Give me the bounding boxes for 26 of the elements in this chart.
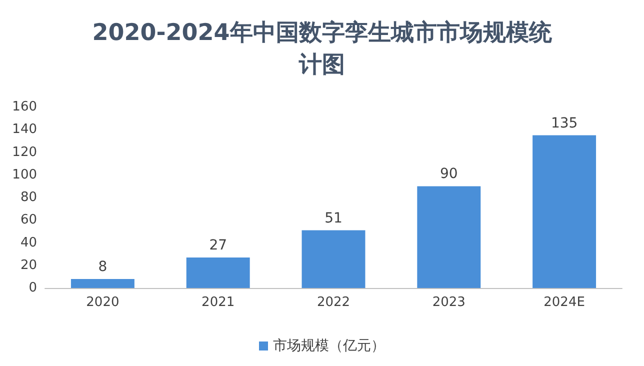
data-label: 135 — [550, 115, 578, 132]
x-tick-label: 2021 — [202, 295, 235, 310]
x-tick-label: 2020 — [86, 295, 120, 310]
x-tick-label: 2024E — [544, 295, 585, 310]
data-label: 51 — [324, 210, 342, 226]
bar — [417, 186, 481, 288]
y-tick-label: 60 — [20, 212, 37, 228]
y-tick-label: 80 — [20, 190, 37, 205]
data-label: 90 — [440, 166, 458, 182]
y-tick-label: 0 — [28, 280, 37, 296]
x-tick-label: 2022 — [316, 295, 350, 310]
y-tick-label: 40 — [20, 235, 37, 250]
bar — [532, 135, 596, 288]
y-tick-label: 20 — [20, 258, 37, 273]
data-label: 27 — [209, 237, 228, 254]
bar — [302, 230, 366, 288]
bar — [186, 257, 250, 288]
y-tick-label: 120 — [12, 144, 37, 160]
x-tick-label: 2023 — [432, 295, 466, 310]
data-label: 8 — [98, 258, 108, 275]
y-tick-label: 160 — [12, 100, 37, 114]
y-tick-label: 140 — [12, 122, 37, 138]
bar — [70, 278, 134, 288]
y-tick-label: 100 — [12, 167, 37, 182]
legend-label: 市场规模（亿元） — [273, 338, 385, 354]
chart-title: 2020-2024年中国数字孪生城市市场规模统计图 — [92, 19, 553, 78]
